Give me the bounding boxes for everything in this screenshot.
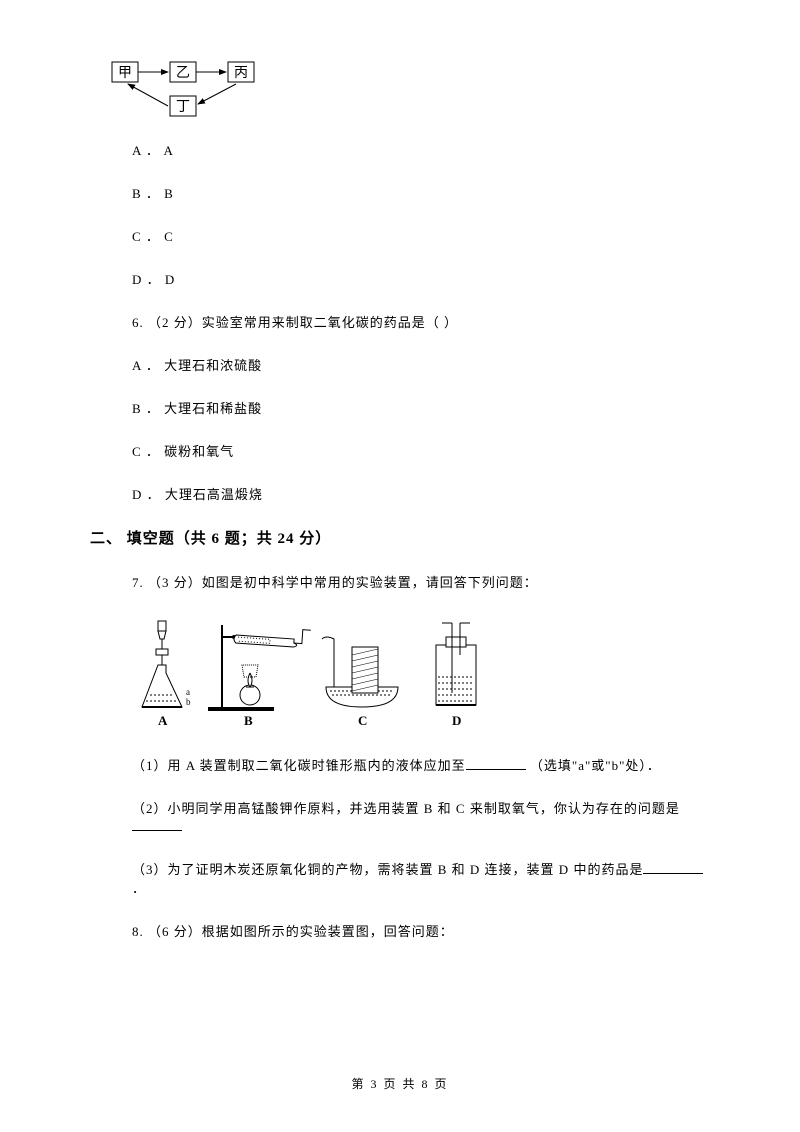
node-jia: 甲 <box>118 66 132 81</box>
svg-text:b: b <box>186 697 191 707</box>
node-bing: 丙 <box>234 66 248 81</box>
blank-3 <box>643 860 703 874</box>
svg-text:D: D <box>452 713 461 728</box>
q7-sub1: （1）用 A 装置制取二氧化碳时锥形瓶内的液体应加至 （选填"a"或"b"处）． <box>132 755 710 774</box>
apparatus-a: a b A <box>142 621 191 728</box>
apparatus-c: C <box>322 637 398 728</box>
svg-text:A: A <box>158 713 168 728</box>
q5-option-b: B ． B <box>132 183 710 202</box>
apparatus-diagram: a b A B <box>132 615 710 735</box>
page-footer: 第 3 页 共 8 页 <box>0 1075 800 1092</box>
q8-stem: 8. （6 分）根据如图所示的实验装置图，回答问题： <box>132 921 710 940</box>
q7-sub2-a: （2）小明同学用高锰酸钾作原料，并选用装置 B 和 C 来制取氧气，你认为存在的… <box>132 801 680 816</box>
q7-sub1-b: （选填"a"或"b"处）． <box>530 758 661 773</box>
node-ding: 丁 <box>176 100 190 115</box>
q7-stem: 7. （3 分）如图是初中科学中常用的实验装置，请回答下列问题： <box>132 572 710 591</box>
q7-sub3-b: ． <box>132 881 146 896</box>
q6-option-a: A ． 大理石和浓硫酸 <box>132 355 710 374</box>
q7-sub3-a: （3）为了证明木炭还原氧化铜的产物，需将装置 B 和 D 连接，装置 D 中的药… <box>132 862 643 877</box>
q6-option-c: C ． 碳粉和氧气 <box>132 441 710 460</box>
q6-option-d: D ． 大理石高温煅烧 <box>132 484 710 503</box>
section-2-header: 二、 填空题（共 6 题；共 24 分） <box>90 527 710 548</box>
apparatus-d: D <box>436 623 476 728</box>
apparatus-b: B <box>208 625 311 728</box>
blank-1 <box>466 756 526 770</box>
q7-sub3: （3）为了证明木炭还原氧化铜的产物，需将装置 B 和 D 连接，装置 D 中的药… <box>132 859 710 897</box>
svg-text:B: B <box>244 713 253 728</box>
svg-text:C: C <box>358 713 367 728</box>
svg-text:a: a <box>186 687 190 697</box>
q5-option-c: C ． C <box>132 226 710 245</box>
q5-option-d: D ． D <box>132 269 710 288</box>
q7-sub2: （2）小明同学用高锰酸钾作原料，并选用装置 B 和 C 来制取氧气，你认为存在的… <box>132 798 710 835</box>
q5-option-a: A ． A <box>132 140 710 159</box>
blank-2 <box>132 817 182 831</box>
q6-option-b: B ． 大理石和稀盐酸 <box>132 398 710 417</box>
node-yi: 乙 <box>176 65 190 81</box>
flowchart-diagram: 甲 乙 丙 丁 <box>110 60 710 120</box>
q7-sub1-a: （1）用 A 装置制取二氧化碳时锥形瓶内的液体应加至 <box>132 758 466 773</box>
q6-stem: 6. （2 分）实验室常用来制取二氧化碳的药品是（ ） <box>132 312 710 331</box>
